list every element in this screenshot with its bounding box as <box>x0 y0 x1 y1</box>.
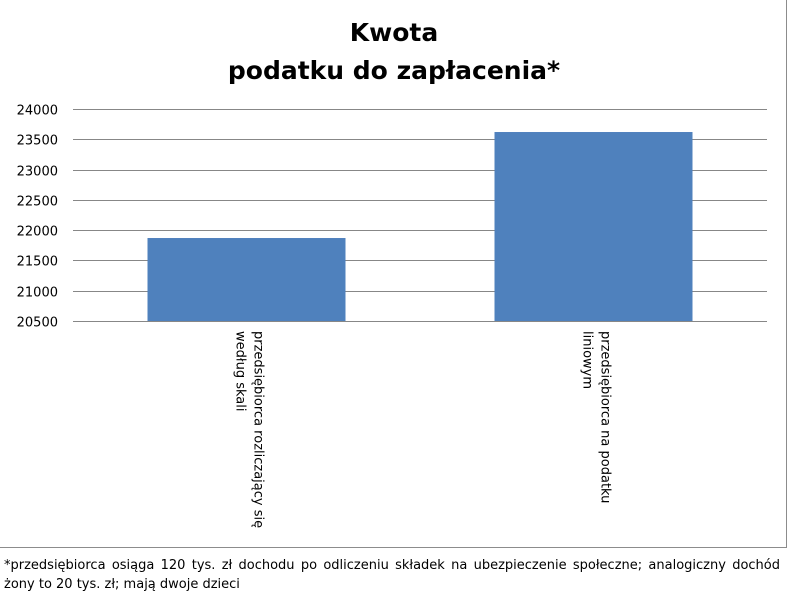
x-category-label-line: liniowym <box>580 331 595 389</box>
y-tick-label: 23500 <box>17 134 58 149</box>
y-axis-ticks: 20500 21000 21500 22000 22500 23000 23500 24000 <box>17 104 58 331</box>
chart-title-line-1: Kwota <box>349 18 439 47</box>
y-tick-label: 22000 <box>17 225 58 240</box>
y-tick-label: 21000 <box>17 286 58 301</box>
y-tick-label: 22500 <box>17 195 58 210</box>
y-tick-label: 24000 <box>17 104 58 119</box>
x-category-label-line: przedsiębiorca rozliczający się <box>251 331 266 528</box>
x-category-label-line: przedsiębiorca na podatku <box>598 331 613 503</box>
chart-frame <box>0 0 787 548</box>
y-tick-label: 20500 <box>17 316 58 331</box>
chart-title-line-2: podatku do zapłacenia* <box>227 56 561 85</box>
y-tick-label: 23000 <box>17 165 58 180</box>
chart-plot: 20500 21000 21500 22000 22500 23000 23500 24000… <box>17 104 767 528</box>
bar-2 <box>494 132 693 321</box>
bar-1 <box>147 238 346 321</box>
footnote: *przedsiębiorca osiąga 120 tys. zł docho… <box>4 558 780 592</box>
x-category-label-line: według skali <box>233 331 248 411</box>
y-tick-label: 21500 <box>17 255 58 270</box>
chart-title: Kwota podatku do zapłacenia* <box>0 14 788 90</box>
bars <box>147 132 693 321</box>
